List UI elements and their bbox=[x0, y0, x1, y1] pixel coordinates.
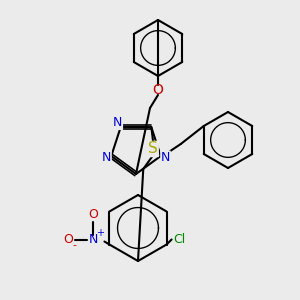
Text: N: N bbox=[113, 116, 122, 129]
Text: O: O bbox=[153, 83, 164, 97]
Text: +: + bbox=[96, 229, 104, 238]
Text: O: O bbox=[88, 208, 98, 221]
Text: S: S bbox=[148, 142, 158, 157]
Text: N: N bbox=[161, 151, 170, 164]
Text: -: - bbox=[72, 241, 76, 250]
Text: Cl: Cl bbox=[173, 233, 186, 246]
Text: N: N bbox=[102, 151, 111, 164]
Text: N: N bbox=[89, 233, 98, 246]
Text: O: O bbox=[64, 233, 74, 246]
